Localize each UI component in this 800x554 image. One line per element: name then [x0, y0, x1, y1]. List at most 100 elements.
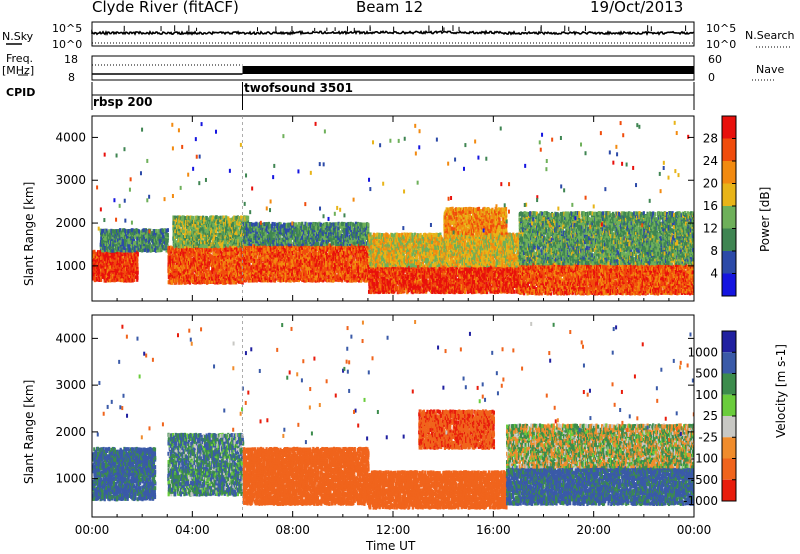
power-cell-2 — [200, 272, 203, 277]
power-cell-0 — [107, 255, 111, 260]
power-cell-3 — [203, 220, 206, 225]
power-cell-3 — [176, 225, 179, 230]
power-cell-2 — [186, 261, 189, 266]
power-cell-1 — [155, 229, 158, 234]
power-cell-3 — [178, 240, 181, 245]
power-cell-2 — [193, 249, 196, 254]
power-cell-2 — [183, 257, 186, 262]
power-cell-2 — [184, 262, 187, 267]
power-cell-3 — [174, 243, 178, 248]
power-cell-1 — [146, 248, 149, 253]
power-cell-3 — [185, 234, 189, 239]
power-cell-0 — [96, 276, 99, 281]
power-cell-2 — [238, 276, 241, 281]
power-cell-2 — [183, 260, 186, 265]
power-cell-3 — [198, 224, 201, 229]
power-cell-2 — [217, 261, 220, 266]
power-cell-0 — [129, 267, 132, 272]
power-cell-2 — [173, 261, 176, 266]
power-cell-2 — [230, 276, 233, 281]
power-cell-2 — [200, 264, 203, 269]
power-cell-1 — [166, 240, 169, 245]
power-cell-3 — [235, 234, 238, 239]
power-cell-2 — [224, 253, 228, 258]
power-cell-2 — [179, 269, 183, 274]
power-cell-0 — [101, 268, 104, 273]
power-cell-3 — [239, 238, 243, 243]
power-cell-1 — [130, 246, 134, 251]
power-cell-0 — [104, 264, 107, 269]
power-cell-0 — [111, 253, 114, 258]
power-cell-2 — [200, 253, 203, 258]
power-cell-0 — [100, 271, 103, 276]
power-cell-3 — [205, 219, 208, 224]
power-cell-3 — [208, 222, 212, 227]
power-cell-2 — [237, 279, 241, 284]
power-cell-0 — [126, 261, 129, 266]
power-cell-2 — [222, 272, 225, 277]
power-cell-2 — [170, 247, 174, 252]
power-cell-3 — [231, 241, 234, 246]
power-cell-2 — [194, 265, 197, 270]
power-cell-2 — [170, 280, 174, 285]
power-cell-1 — [141, 236, 144, 241]
power-cell-0 — [123, 257, 126, 262]
power-cell-3 — [222, 221, 226, 226]
power-cell-3 — [215, 225, 219, 230]
power-cell-3 — [230, 217, 233, 222]
power-cell-2 — [188, 253, 191, 258]
power-cell-0 — [96, 264, 99, 269]
power-cell-2 — [240, 265, 243, 270]
power-cell-3 — [187, 229, 190, 234]
power-cell-2 — [167, 265, 170, 270]
power-cell-3 — [174, 215, 177, 220]
power-cell-2 — [240, 253, 243, 258]
power-cell-3 — [190, 240, 193, 245]
power-cell-1 — [128, 248, 131, 253]
power-cell-3 — [193, 223, 196, 228]
power-cell-2 — [203, 253, 207, 258]
power-cell-3 — [172, 223, 175, 228]
power-cell-1 — [112, 235, 115, 240]
power-cell-3 — [185, 231, 188, 236]
power-cell-1 — [132, 237, 136, 242]
power-cell-3 — [219, 215, 222, 220]
power-cell-3 — [223, 242, 226, 247]
power-cell-2 — [196, 248, 199, 253]
power-cell-1 — [139, 240, 143, 245]
power-cell-3 — [220, 244, 223, 249]
power-cell-0 — [115, 268, 118, 273]
power-cell-3 — [187, 216, 190, 221]
power-cell-3 — [213, 238, 216, 243]
power-cell-1 — [123, 231, 126, 236]
power-cell-1 — [160, 230, 163, 235]
power-cell-2 — [214, 257, 217, 262]
power-cell-3 — [193, 219, 196, 224]
power-cell-1 — [105, 228, 108, 233]
power-cell-3 — [200, 243, 203, 248]
power-cell-2 — [187, 251, 191, 256]
power-cell-0 — [104, 268, 107, 273]
power-cell-2 — [204, 251, 207, 256]
power-cell-3 — [182, 217, 186, 222]
power-cell-2 — [171, 268, 175, 273]
power-cell-2 — [230, 280, 233, 285]
power-cell-1 — [112, 240, 115, 245]
power-cell-0 — [136, 257, 139, 262]
power-cell-0 — [100, 277, 103, 282]
power-cell-2 — [225, 274, 228, 279]
power-cell-2 — [188, 259, 192, 264]
power-cell-0 — [114, 263, 117, 268]
power-cell-0 — [96, 257, 100, 262]
power-cell-2 — [193, 253, 196, 258]
power-cell-2 — [188, 280, 192, 285]
power-cell-2 — [193, 262, 196, 267]
power-cell-3 — [227, 216, 230, 221]
power-cell-1 — [101, 240, 104, 245]
power-cell-0 — [118, 271, 121, 276]
power-cell-3 — [221, 234, 224, 239]
power-cell-3 — [175, 223, 179, 228]
power-cell-1 — [105, 246, 108, 251]
power-cell-3 — [229, 232, 232, 237]
power-cell-2 — [238, 274, 241, 279]
